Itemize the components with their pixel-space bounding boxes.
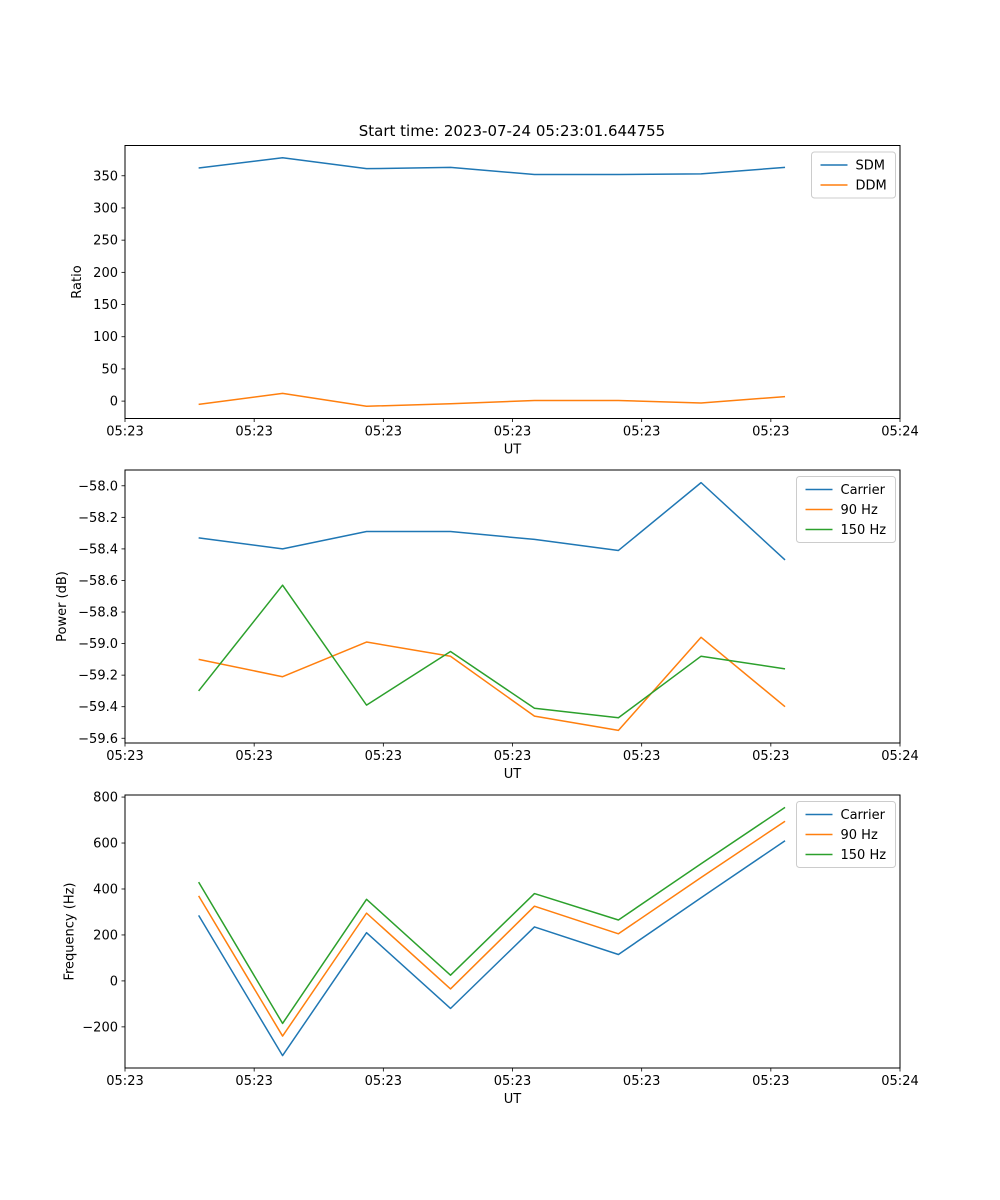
x-axis-label: UT xyxy=(504,443,522,458)
subplot-3: −200 0 200 400 600 800 05:23 05:23 05:23 05:23 05:… xyxy=(63,791,919,1107)
x-tick-label: 05:24 xyxy=(881,749,918,764)
plot-frame xyxy=(124,469,901,744)
y-tick-label: 100 xyxy=(93,330,118,345)
y-tick-label: 0 xyxy=(110,395,118,410)
y-tick-label: −59.0 xyxy=(78,637,118,652)
legend-label: Carrier xyxy=(841,483,886,498)
subplot-1: 0 50 100 150 200 250 300 350 05:23 05:23 05:23 05:2… xyxy=(70,145,919,458)
y-tick-label: −59.4 xyxy=(78,700,118,715)
y-tick-label: 250 xyxy=(93,234,118,249)
y-tick-label: 300 xyxy=(93,201,118,216)
legend-label: Carrier xyxy=(841,808,886,823)
x-tick-label: 05:23 xyxy=(494,1074,531,1089)
legend: Carrier 90 Hz 150 Hz xyxy=(796,476,896,543)
legend-label: 90 Hz xyxy=(841,828,878,843)
y-tick-label: −200 xyxy=(82,1020,118,1035)
series-line-ddm xyxy=(198,392,786,408)
figure-title: Start time: 2023-07-24 05:23:01.644755 xyxy=(358,122,666,140)
y-axis-label: Frequency (Hz) xyxy=(63,882,78,980)
x-tick-label: 05:23 xyxy=(365,425,402,440)
series-line-150-hz xyxy=(197,806,786,1025)
legend-label: 90 Hz xyxy=(841,503,878,518)
legend: Carrier 90 Hz 150 Hz xyxy=(796,801,896,868)
y-tick-label: −58.6 xyxy=(78,574,118,589)
plot-frame xyxy=(124,794,901,1069)
legend-box xyxy=(796,801,896,868)
x-tick-label: 05:23 xyxy=(752,1074,789,1089)
y-tick-label: −58.4 xyxy=(78,542,118,557)
x-tick-label: 05:24 xyxy=(881,1074,918,1089)
y-tick-label: 600 xyxy=(93,837,118,852)
x-tick-label: 05:23 xyxy=(365,749,402,764)
legend: SDM DDM xyxy=(811,151,896,199)
x-tick-label: 05:23 xyxy=(235,425,272,440)
x-axis-label: UT xyxy=(504,767,522,782)
legend-box xyxy=(796,476,896,543)
series-line-90-hz xyxy=(197,820,786,1037)
series-line-carrier xyxy=(197,840,786,1057)
y-tick-label: 400 xyxy=(93,882,118,897)
x-tick-label: 05:23 xyxy=(106,1074,143,1089)
x-tick-label: 05:23 xyxy=(494,425,531,440)
y-axis-label: Power (dB) xyxy=(55,571,70,642)
y-tick-label: 350 xyxy=(93,169,118,184)
y-tick-label: 800 xyxy=(93,791,118,806)
x-tick-label: 05:23 xyxy=(365,1074,402,1089)
y-tick-label: −58.0 xyxy=(78,479,118,494)
legend-label: SDM xyxy=(856,159,885,174)
legend-label: DDM xyxy=(856,179,887,194)
x-tick-label: 05:24 xyxy=(881,425,918,440)
x-tick-label: 05:23 xyxy=(623,749,660,764)
x-tick-label: 05:23 xyxy=(623,1074,660,1089)
plot-frame xyxy=(124,145,901,419)
y-tick-label: 150 xyxy=(93,298,118,313)
y-tick-label: −58.8 xyxy=(78,606,118,621)
y-tick-label: 0 xyxy=(110,974,118,989)
y-axis-label: Ratio xyxy=(70,265,85,298)
x-tick-label: 05:23 xyxy=(752,425,789,440)
y-tick-label: −58.2 xyxy=(78,511,118,526)
x-tick-label: 05:23 xyxy=(494,749,531,764)
series-line-carrier xyxy=(198,481,786,561)
x-tick-label: 05:23 xyxy=(752,749,789,764)
series-line-90-hz xyxy=(198,636,786,732)
subplot-2: −58.0 −58.2 −58.4 −58.6 −58.8 −59.0 −59.2 −59.4… xyxy=(55,469,919,782)
series-line-150-hz xyxy=(198,584,786,719)
x-axis-label: UT xyxy=(504,1092,522,1107)
x-tick-label: 05:23 xyxy=(235,1074,272,1089)
x-tick-label: 05:23 xyxy=(623,425,660,440)
legend-box xyxy=(811,151,896,199)
x-tick-label: 05:23 xyxy=(235,749,272,764)
legend-label: 150 Hz xyxy=(841,848,887,863)
legend-label: 150 Hz xyxy=(841,523,887,538)
y-tick-label: 200 xyxy=(93,928,118,943)
y-tick-label: −59.2 xyxy=(78,669,118,684)
y-tick-label: −59.6 xyxy=(78,732,118,747)
y-tick-label: 200 xyxy=(93,266,118,281)
x-tick-label: 05:23 xyxy=(106,425,143,440)
series-line-sdm xyxy=(198,156,786,176)
x-tick-label: 05:23 xyxy=(106,749,143,764)
y-tick-label: 50 xyxy=(101,362,118,377)
